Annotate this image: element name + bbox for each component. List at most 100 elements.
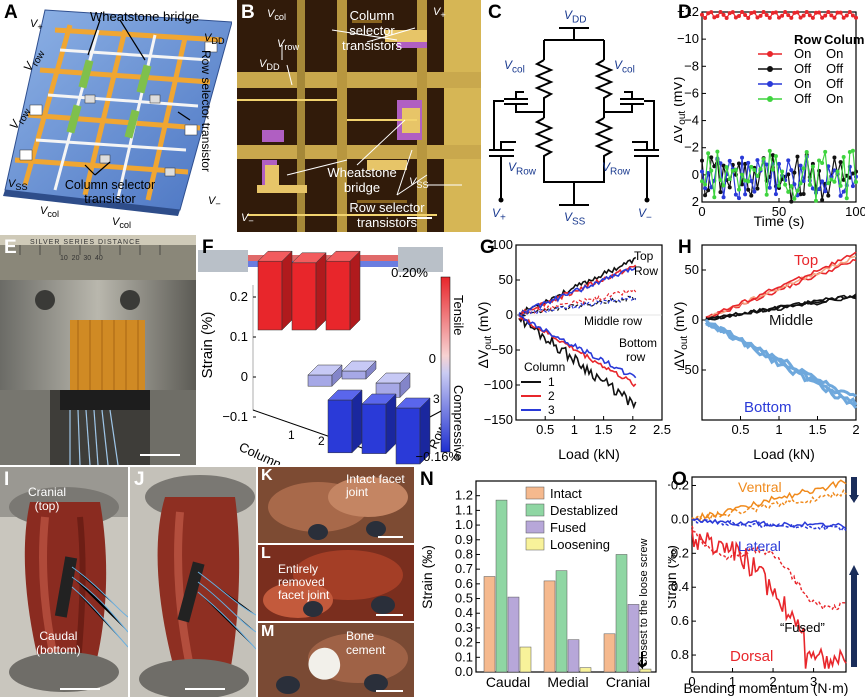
series-point <box>743 178 748 183</box>
strain-bar <box>325 260 351 331</box>
series-point <box>770 167 775 172</box>
y-tick-label: 0 <box>506 307 513 322</box>
series-point <box>746 15 751 20</box>
ruler-numbers: 10 20 30 40 <box>60 255 103 262</box>
y-tick-label: 0.4 <box>671 579 689 594</box>
y-tick-label: 1.1 <box>455 502 473 517</box>
plot-frame <box>691 476 847 673</box>
bar-intact <box>543 580 556 673</box>
legend-row-state: Off <box>794 91 811 106</box>
label-vplus: V+ <box>30 18 43 33</box>
series-point <box>755 186 760 191</box>
chart-n: 0.00.10.20.30.40.50.60.70.80.91.01.11.2 S… <box>419 480 657 690</box>
series-point <box>798 192 803 197</box>
series-dorsal-fused <box>691 525 847 611</box>
series-point <box>749 164 754 169</box>
series-point <box>786 172 791 177</box>
x-tick-label: 1 <box>775 422 782 437</box>
series-point <box>743 192 748 197</box>
x-tick-label: 2 <box>852 422 859 437</box>
series-lateral <box>691 518 847 533</box>
panel-i: I Cranial (top) Caudal (bottom) <box>0 467 128 697</box>
series-line-top-3 <box>518 266 637 315</box>
x-tick-label: 50 <box>772 204 786 219</box>
strain-bar <box>257 260 283 331</box>
label-c-vcol-right: Vcol <box>614 58 635 76</box>
series-point <box>823 149 828 154</box>
series-point <box>792 170 797 175</box>
strain-bar-top <box>395 397 431 409</box>
series-point <box>703 16 708 21</box>
series-point <box>844 13 849 18</box>
series-point <box>767 185 772 190</box>
panel-label-f: F <box>202 237 214 258</box>
legend-row-state: Off <box>794 61 811 76</box>
label-b-vcol: Vcol <box>267 8 287 23</box>
plot-frame <box>515 244 663 421</box>
label-ventral: Ventral <box>738 479 782 495</box>
label-vcol: Vcol <box>40 205 60 220</box>
y-tick-label: 100 <box>491 237 513 252</box>
series-point <box>789 184 794 189</box>
y-tick-label: 0.3 <box>455 620 473 635</box>
legend-swatch <box>525 486 545 500</box>
series-point <box>703 182 708 187</box>
label-c-vminus: V− <box>638 206 652 224</box>
bar-loosening <box>579 667 592 673</box>
series-point <box>709 168 714 173</box>
series-point <box>835 169 840 174</box>
y-tick-label: 0 <box>692 312 699 327</box>
panel-label-l: L <box>261 545 271 562</box>
annotation-top-row: Row <box>634 264 658 278</box>
y-axis-label: ΔVout (mV) <box>674 77 688 144</box>
legend-column-state: On <box>826 91 843 106</box>
y-tick-label: −10 <box>677 31 699 46</box>
series-point <box>743 161 748 166</box>
strain-bar-top <box>291 252 327 264</box>
series-point <box>798 181 803 186</box>
strain-bar-top <box>325 250 361 262</box>
series-point <box>854 179 858 184</box>
series-point <box>740 155 745 160</box>
annotation-bottom-row: row <box>626 350 646 364</box>
y-tick-label: 0 <box>692 167 699 182</box>
series-point <box>718 190 723 195</box>
y-tick-label: −50 <box>677 362 699 377</box>
series-point <box>712 164 717 169</box>
y-tick-label: 0.2 <box>671 545 689 560</box>
series-point <box>773 10 778 15</box>
z-tick-label: 0.2 <box>230 289 248 304</box>
series-point <box>764 162 769 167</box>
series-point <box>841 189 846 194</box>
series-point <box>758 13 763 18</box>
series-point <box>724 165 729 170</box>
bar-fused <box>567 639 580 673</box>
y-tick-label: 1.0 <box>455 517 473 532</box>
series-line-top <box>705 258 857 318</box>
chart-o: 0 1 2 3 −0.2 0.0 0.2 0.4 0.6 0.8 Strain (‰) Bending… <box>668 476 859 696</box>
y-axis-label: ΔVout (mV) <box>476 302 494 369</box>
x-axis-label: Bending momentum (N·m) <box>684 680 849 696</box>
strain-bar <box>307 374 333 387</box>
series-point <box>721 183 726 188</box>
x-tick-label: 0 <box>698 204 705 219</box>
legend-entry: 2 <box>548 389 555 403</box>
series-point <box>798 15 803 20</box>
series-point <box>850 184 855 189</box>
strain-bar <box>327 399 353 454</box>
y-tick-label: −6 <box>684 85 699 100</box>
legend-swatch <box>525 537 545 551</box>
legend-row-state: On <box>794 46 811 61</box>
label-removed-facet: Entirely removed facet joint <box>278 562 330 602</box>
series-point <box>832 179 837 184</box>
x-tick-label: 2.5 <box>653 422 671 437</box>
chart-g: 0.5 1 1.5 2 2.5 100 50 0 −50 −100 −150 ΔVout (mV) Lo… <box>476 237 671 462</box>
series-point <box>758 166 763 171</box>
series-point <box>727 158 732 163</box>
label-b-vss: VSS <box>409 176 429 191</box>
ruler-text: SILVER SERIES DISTANCE <box>30 239 141 246</box>
panel-a: A <box>0 0 232 232</box>
series-point <box>718 10 723 14</box>
label-wheatstone-bridge: Wheatstone bridge <box>90 9 200 24</box>
